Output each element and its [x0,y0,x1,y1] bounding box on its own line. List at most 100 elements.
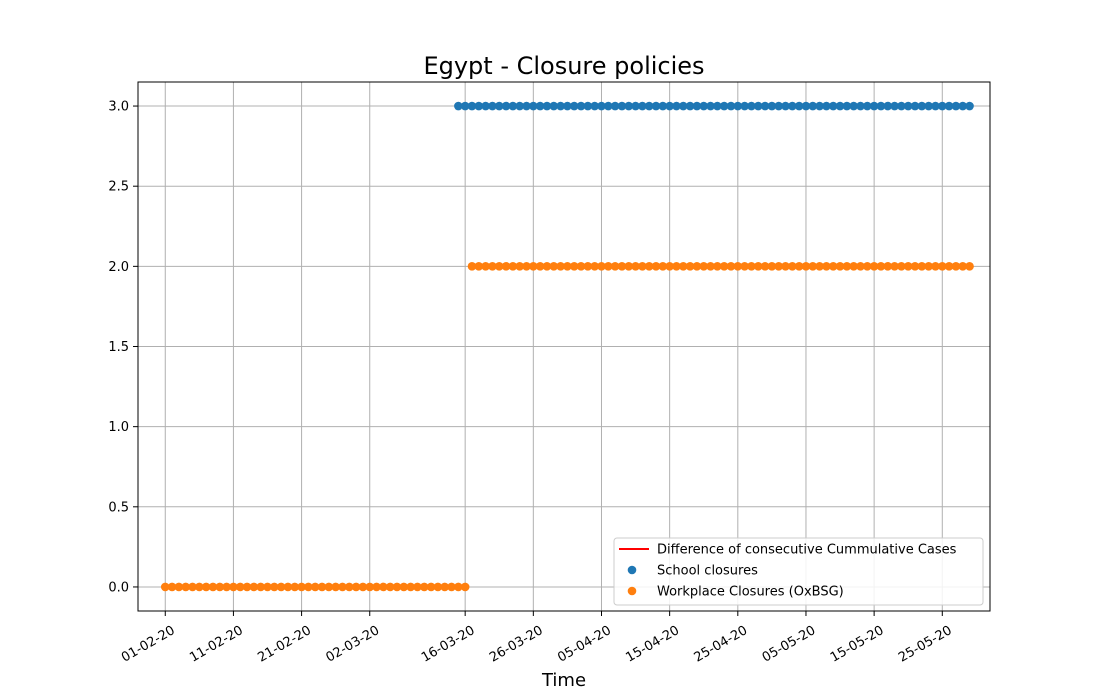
data-point [951,262,961,271]
series-2 [160,262,974,592]
data-point [822,262,831,271]
data-point [808,101,818,111]
data-point [897,101,906,111]
data-point [385,582,395,592]
data-point [719,101,729,111]
data-point [569,262,579,271]
data-point [604,262,613,271]
data-point [713,101,722,111]
data-point [890,101,899,111]
data-point [822,101,831,111]
data-point [767,101,777,111]
data-point [644,262,654,271]
data-point [494,101,504,111]
data-point [760,262,770,271]
data-point [201,582,211,592]
data-point [740,262,749,271]
data-point [685,262,695,271]
data-point [856,262,865,271]
data-point [658,262,668,271]
data-point [638,262,647,271]
data-point [358,582,368,592]
data-point [604,101,613,111]
data-point [535,262,545,271]
data-point [781,101,790,111]
data-point [433,582,443,592]
data-point [549,101,559,111]
data-point [460,101,470,111]
data-point [331,582,340,592]
data-point [631,101,640,111]
data-point [965,101,974,111]
data-point [610,101,620,111]
data-point [740,101,749,111]
data-point [801,262,811,271]
x-tick-label: 02-03-20 [324,623,383,665]
data-point [685,101,695,111]
data-point [188,582,197,592]
data-point [631,262,640,271]
data-point [944,262,954,271]
data-point [699,262,709,271]
data-point [937,262,947,271]
data-point [556,262,565,271]
data-point [876,101,886,111]
y-tick-label: 3.0 [108,100,129,115]
data-point [753,262,763,271]
data-point [542,101,552,111]
data-point [638,101,647,111]
data-point [590,101,599,111]
data-point [515,262,524,271]
data-point [229,582,238,592]
data-point [597,101,606,111]
data-point [835,262,845,271]
data-point [651,101,661,111]
data-point [753,101,763,111]
data-point [454,582,463,592]
data-point [788,262,797,271]
data-point [249,582,259,592]
data-point [297,582,306,592]
data-point [344,582,354,592]
data-point [678,101,688,111]
data-point [324,582,334,592]
data-point [917,101,927,111]
data-point [583,262,593,271]
data-point [406,582,415,592]
data-point [842,101,852,111]
y-tick-label: 1.5 [108,340,129,355]
y-tick-label: 0.5 [108,500,129,515]
data-point [208,582,218,592]
series-1 [454,101,974,111]
legend-label: School closures [657,564,758,579]
data-point [590,262,599,271]
data-point [719,262,729,271]
data-point [569,101,579,111]
data-point [256,582,265,592]
data-point [576,101,586,111]
data-point [958,262,968,271]
data-point [467,262,477,271]
data-point [883,101,893,111]
data-point [481,101,490,111]
data-point [917,262,927,271]
data-point [426,582,436,592]
x-tick-label: 15-05-20 [828,623,887,665]
data-point [270,582,279,592]
data-point [529,101,538,111]
data-point [563,262,572,271]
data-point [522,262,531,271]
x-axis-label: Time [541,670,586,687]
x-tick-label: 05-04-20 [555,623,614,665]
data-point [392,582,402,592]
data-point [856,101,865,111]
data-point [644,101,654,111]
data-point [467,101,477,111]
data-point [542,262,552,271]
grid [138,82,990,611]
data-point [678,262,688,271]
data-point [733,262,743,271]
data-point [617,262,627,271]
data-point [372,582,381,592]
